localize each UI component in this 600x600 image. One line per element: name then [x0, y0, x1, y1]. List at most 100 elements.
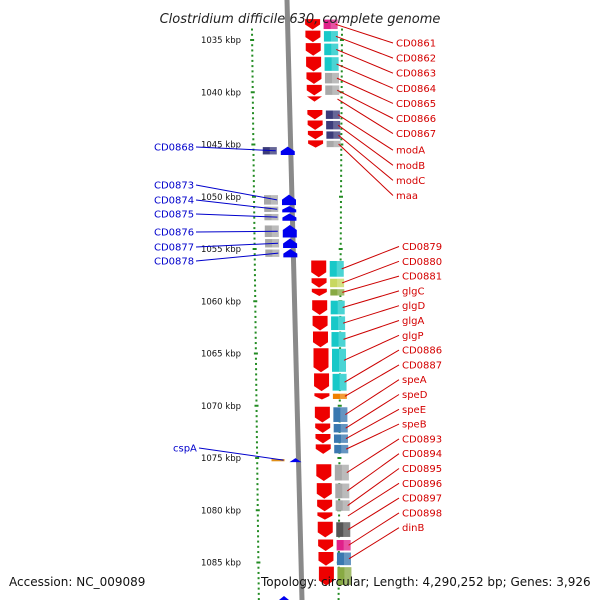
- scale-tick: [253, 216, 256, 219]
- cog-block-shade: [339, 373, 347, 391]
- gene-arrow-reverse: [282, 213, 297, 221]
- scale-tick: [255, 415, 258, 418]
- scale-label: 1050 kbp: [201, 193, 241, 203]
- scale-tick: [253, 268, 256, 271]
- gene-label-forward: CD0898: [402, 508, 442, 519]
- gene-label-forward: modB: [396, 161, 425, 172]
- scale-tick: [337, 457, 342, 459]
- cog-block: [324, 72, 339, 84]
- cog-block: [263, 195, 278, 205]
- scale-tick: [256, 451, 259, 454]
- scale-tick: [256, 519, 259, 522]
- gene-arrow-forward: [314, 373, 330, 392]
- scale-tick: [340, 169, 343, 172]
- scale-tick: [253, 300, 258, 303]
- label-leader-line: [336, 48, 394, 74]
- scale-tick: [251, 65, 254, 68]
- label-leader-line: [341, 246, 400, 270]
- cog-block-shade: [332, 110, 340, 119]
- scale-tick: [339, 242, 342, 245]
- gene-arrow-forward: [312, 300, 328, 315]
- scale-tick: [340, 148, 343, 151]
- gene-arrow-reverse: [280, 146, 295, 155]
- scale-tick: [341, 28, 344, 31]
- scale-tick: [252, 174, 255, 177]
- gene-arrow-forward: [311, 278, 327, 288]
- label-leader-line: [342, 290, 400, 308]
- gene-arrow-reverse: [289, 458, 302, 463]
- gene-label-forward: CD0865: [396, 99, 436, 110]
- cog-block: [323, 31, 338, 42]
- gene-arrow-forward: [308, 140, 324, 148]
- scale-tick: [254, 321, 257, 324]
- scale-tick: [251, 33, 254, 36]
- scale-tick: [253, 232, 256, 235]
- label-leader-line: [337, 98, 394, 135]
- scale-tick: [252, 195, 257, 198]
- gene-arrow-forward: [315, 433, 331, 444]
- cog-block: [326, 140, 341, 148]
- label-leader-line: [195, 184, 278, 201]
- gene-arrow-forward: [314, 393, 330, 400]
- scale-tick: [339, 232, 342, 235]
- scale-tick: [256, 462, 259, 465]
- scale-tick: [257, 535, 260, 538]
- cog-block: [326, 120, 341, 130]
- gene-label-forward: speA: [402, 375, 427, 386]
- label-leader-line: [342, 275, 400, 293]
- gene-arrow-forward: [316, 483, 332, 499]
- scale-tick: [254, 331, 257, 334]
- gene-arrow-forward: [306, 72, 322, 84]
- gene-arrow-forward: [311, 288, 327, 297]
- scale-tick: [251, 49, 254, 52]
- label-leader-line: [348, 527, 400, 560]
- cog-block-shade: [336, 260, 344, 277]
- scale-tick: [340, 117, 343, 120]
- cog-block: [336, 552, 351, 566]
- scale-tick: [257, 598, 260, 600]
- scale-tick: [254, 310, 257, 313]
- scale-tick: [254, 336, 257, 339]
- label-leader-line: [195, 252, 279, 262]
- scale-tick: [253, 263, 256, 266]
- gene-arrow-forward: [318, 566, 334, 586]
- scale-tick: [340, 101, 343, 104]
- scale-tick: [252, 127, 255, 130]
- gene-label-forward: modA: [396, 146, 425, 157]
- scale-tick: [339, 216, 342, 219]
- gene-label-reverse: CD0878: [154, 257, 194, 268]
- scale-tick: [339, 237, 342, 240]
- scale-tick: [254, 295, 257, 298]
- gene-arrow-forward: [317, 512, 333, 520]
- cog-block: [332, 393, 347, 399]
- label-leader-line: [346, 423, 400, 450]
- cog-block-shade: [331, 72, 339, 84]
- scale-label: 1065 kbp: [201, 350, 241, 360]
- scale-tick: [251, 80, 254, 83]
- scale-tick: [250, 28, 253, 31]
- scale-tick: [255, 389, 258, 392]
- scale-tick: [340, 106, 343, 109]
- scale-tick: [257, 530, 260, 533]
- scale-tick: [254, 279, 257, 282]
- cog-block: [333, 434, 348, 443]
- scale-tick: [255, 409, 258, 412]
- label-leader-line: [338, 134, 394, 181]
- cog-block: [326, 131, 341, 139]
- cog-block-shade: [330, 19, 338, 30]
- label-leader-line: [343, 320, 400, 340]
- gene-label-forward: CD0897: [402, 494, 442, 505]
- scale-tick: [340, 75, 343, 78]
- cog-block: [337, 567, 352, 585]
- gene-label-forward: CD0895: [402, 464, 442, 475]
- scale-tick: [253, 211, 256, 214]
- gene-label-forward: speB: [402, 420, 427, 431]
- gene-label-reverse: CD0873: [154, 181, 194, 192]
- scale-label: 1080 kbp: [201, 506, 241, 516]
- scale-tick: [253, 258, 256, 261]
- gene-label-forward: CD0886: [402, 346, 442, 357]
- scale-tick: [253, 200, 256, 203]
- gene-label-forward: CD0887: [402, 360, 442, 371]
- scale-tick: [257, 545, 260, 548]
- accession-label: Accession: NC_009089: [9, 575, 145, 589]
